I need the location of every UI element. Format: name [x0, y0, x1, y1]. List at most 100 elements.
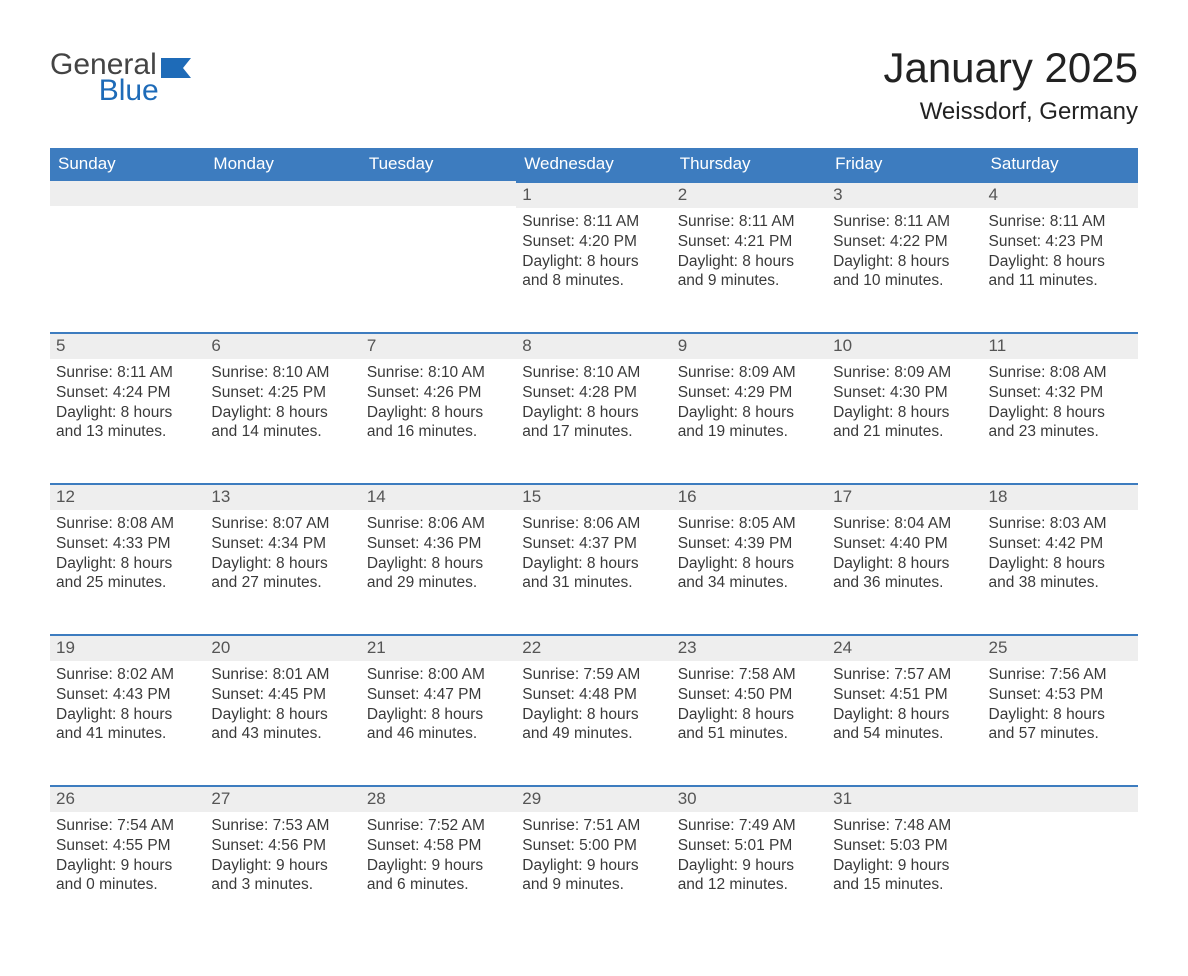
- day-wrap: 16Sunrise: 8:05 AMSunset: 4:39 PMDayligh…: [672, 483, 827, 634]
- day-details: Sunrise: 7:52 AMSunset: 4:58 PMDaylight:…: [361, 812, 516, 936]
- day-wrap: 12Sunrise: 8:08 AMSunset: 4:33 PMDayligh…: [50, 483, 205, 634]
- day-details: Sunrise: 8:11 AMSunset: 4:24 PMDaylight:…: [50, 359, 205, 483]
- sunset-line: Sunset: 4:29 PM: [678, 383, 821, 403]
- day-wrap: 26Sunrise: 7:54 AMSunset: 4:55 PMDayligh…: [50, 785, 205, 936]
- calendar-cell: 8Sunrise: 8:10 AMSunset: 4:28 PMDaylight…: [516, 332, 671, 483]
- weekday-header: Wednesday: [516, 148, 671, 181]
- sunset-line: Sunset: 4:32 PM: [989, 383, 1132, 403]
- sunset-line: Sunset: 4:36 PM: [367, 534, 510, 554]
- sunrise-line: Sunrise: 8:08 AM: [56, 514, 199, 534]
- day-details: Sunrise: 7:51 AMSunset: 5:00 PMDaylight:…: [516, 812, 671, 936]
- sunrise-line: Sunrise: 8:11 AM: [678, 212, 821, 232]
- day-wrap: 3Sunrise: 8:11 AMSunset: 4:22 PMDaylight…: [827, 181, 982, 332]
- calendar-cell: 25Sunrise: 7:56 AMSunset: 4:53 PMDayligh…: [983, 634, 1138, 785]
- daylight-line-2: and 36 minutes.: [833, 573, 976, 593]
- calendar-cell: [50, 181, 205, 332]
- day-details: Sunrise: 7:49 AMSunset: 5:01 PMDaylight:…: [672, 812, 827, 936]
- day-number: 17: [827, 485, 982, 510]
- daylight-line-2: and 17 minutes.: [522, 422, 665, 442]
- day-wrap: 11Sunrise: 8:08 AMSunset: 4:32 PMDayligh…: [983, 332, 1138, 483]
- daylight-line-1: Daylight: 8 hours: [833, 403, 976, 423]
- calendar-week-row: 5Sunrise: 8:11 AMSunset: 4:24 PMDaylight…: [50, 332, 1138, 483]
- sunset-line: Sunset: 4:22 PM: [833, 232, 976, 252]
- calendar-cell: 20Sunrise: 8:01 AMSunset: 4:45 PMDayligh…: [205, 634, 360, 785]
- calendar-head: SundayMondayTuesdayWednesdayThursdayFrid…: [50, 148, 1138, 181]
- sunrise-line: Sunrise: 8:08 AM: [989, 363, 1132, 383]
- calendar-cell: 13Sunrise: 8:07 AMSunset: 4:34 PMDayligh…: [205, 483, 360, 634]
- sunrise-line: Sunrise: 8:01 AM: [211, 665, 354, 685]
- daylight-line-2: and 9 minutes.: [678, 271, 821, 291]
- day-number: 2: [672, 183, 827, 208]
- day-details: Sunrise: 8:11 AMSunset: 4:20 PMDaylight:…: [516, 208, 671, 332]
- calendar-cell: 17Sunrise: 8:04 AMSunset: 4:40 PMDayligh…: [827, 483, 982, 634]
- calendar-cell: 27Sunrise: 7:53 AMSunset: 4:56 PMDayligh…: [205, 785, 360, 936]
- daylight-line-2: and 51 minutes.: [678, 724, 821, 744]
- daylight-line-2: and 54 minutes.: [833, 724, 976, 744]
- daylight-line-1: Daylight: 8 hours: [522, 554, 665, 574]
- day-wrap: 17Sunrise: 8:04 AMSunset: 4:40 PMDayligh…: [827, 483, 982, 634]
- calendar-cell: 16Sunrise: 8:05 AMSunset: 4:39 PMDayligh…: [672, 483, 827, 634]
- calendar-cell: 2Sunrise: 8:11 AMSunset: 4:21 PMDaylight…: [672, 181, 827, 332]
- calendar-body: 1Sunrise: 8:11 AMSunset: 4:20 PMDaylight…: [50, 181, 1138, 936]
- sunset-line: Sunset: 4:20 PM: [522, 232, 665, 252]
- calendar-cell: 24Sunrise: 7:57 AMSunset: 4:51 PMDayligh…: [827, 634, 982, 785]
- sunrise-line: Sunrise: 8:11 AM: [833, 212, 976, 232]
- day-number: [205, 181, 360, 206]
- daylight-line-2: and 19 minutes.: [678, 422, 821, 442]
- daylight-line-2: and 49 minutes.: [522, 724, 665, 744]
- day-details: Sunrise: 8:08 AMSunset: 4:33 PMDaylight:…: [50, 510, 205, 634]
- day-details: Sunrise: 8:10 AMSunset: 4:25 PMDaylight:…: [205, 359, 360, 483]
- daylight-line-1: Daylight: 8 hours: [522, 403, 665, 423]
- daylight-line-2: and 46 minutes.: [367, 724, 510, 744]
- sunset-line: Sunset: 4:45 PM: [211, 685, 354, 705]
- day-details: Sunrise: 8:09 AMSunset: 4:30 PMDaylight:…: [827, 359, 982, 483]
- daylight-line-1: Daylight: 8 hours: [833, 554, 976, 574]
- day-details: Sunrise: 8:05 AMSunset: 4:39 PMDaylight:…: [672, 510, 827, 634]
- sunset-line: Sunset: 4:25 PM: [211, 383, 354, 403]
- daylight-line-2: and 6 minutes.: [367, 875, 510, 895]
- day-number: 23: [672, 636, 827, 661]
- day-wrap: 21Sunrise: 8:00 AMSunset: 4:47 PMDayligh…: [361, 634, 516, 785]
- calendar-cell: 11Sunrise: 8:08 AMSunset: 4:32 PMDayligh…: [983, 332, 1138, 483]
- day-number: 19: [50, 636, 205, 661]
- calendar-cell: 29Sunrise: 7:51 AMSunset: 5:00 PMDayligh…: [516, 785, 671, 936]
- calendar-cell: [983, 785, 1138, 936]
- daylight-line-1: Daylight: 8 hours: [211, 554, 354, 574]
- daylight-line-2: and 43 minutes.: [211, 724, 354, 744]
- sunrise-line: Sunrise: 8:07 AM: [211, 514, 354, 534]
- sunrise-line: Sunrise: 7:57 AM: [833, 665, 976, 685]
- day-wrap: 2Sunrise: 8:11 AMSunset: 4:21 PMDaylight…: [672, 181, 827, 332]
- day-details: Sunrise: 8:01 AMSunset: 4:45 PMDaylight:…: [205, 661, 360, 785]
- sunset-line: Sunset: 5:01 PM: [678, 836, 821, 856]
- calendar-cell: 7Sunrise: 8:10 AMSunset: 4:26 PMDaylight…: [361, 332, 516, 483]
- day-number: 13: [205, 485, 360, 510]
- daylight-line-2: and 31 minutes.: [522, 573, 665, 593]
- daylight-line-1: Daylight: 9 hours: [367, 856, 510, 876]
- sunset-line: Sunset: 4:55 PM: [56, 836, 199, 856]
- daylight-line-1: Daylight: 8 hours: [833, 252, 976, 272]
- daylight-line-1: Daylight: 8 hours: [56, 403, 199, 423]
- day-details: [205, 206, 360, 330]
- day-number: 31: [827, 787, 982, 812]
- daylight-line-1: Daylight: 9 hours: [833, 856, 976, 876]
- calendar-cell: 18Sunrise: 8:03 AMSunset: 4:42 PMDayligh…: [983, 483, 1138, 634]
- day-details: Sunrise: 8:11 AMSunset: 4:22 PMDaylight:…: [827, 208, 982, 332]
- weekday-header: Monday: [205, 148, 360, 181]
- daylight-line-2: and 9 minutes.: [522, 875, 665, 895]
- sunrise-line: Sunrise: 8:04 AM: [833, 514, 976, 534]
- sunset-line: Sunset: 4:21 PM: [678, 232, 821, 252]
- day-number: [361, 181, 516, 206]
- day-details: Sunrise: 8:11 AMSunset: 4:23 PMDaylight:…: [983, 208, 1138, 332]
- daylight-line-1: Daylight: 9 hours: [211, 856, 354, 876]
- daylight-line-1: Daylight: 8 hours: [211, 705, 354, 725]
- sunset-line: Sunset: 4:33 PM: [56, 534, 199, 554]
- calendar-cell: 3Sunrise: 8:11 AMSunset: 4:22 PMDaylight…: [827, 181, 982, 332]
- day-number: 28: [361, 787, 516, 812]
- day-number: 15: [516, 485, 671, 510]
- weekday-header: Thursday: [672, 148, 827, 181]
- sunrise-line: Sunrise: 8:11 AM: [989, 212, 1132, 232]
- sunrise-line: Sunrise: 7:51 AM: [522, 816, 665, 836]
- calendar-cell: 21Sunrise: 8:00 AMSunset: 4:47 PMDayligh…: [361, 634, 516, 785]
- day-wrap: 28Sunrise: 7:52 AMSunset: 4:58 PMDayligh…: [361, 785, 516, 936]
- daylight-line-1: Daylight: 8 hours: [56, 554, 199, 574]
